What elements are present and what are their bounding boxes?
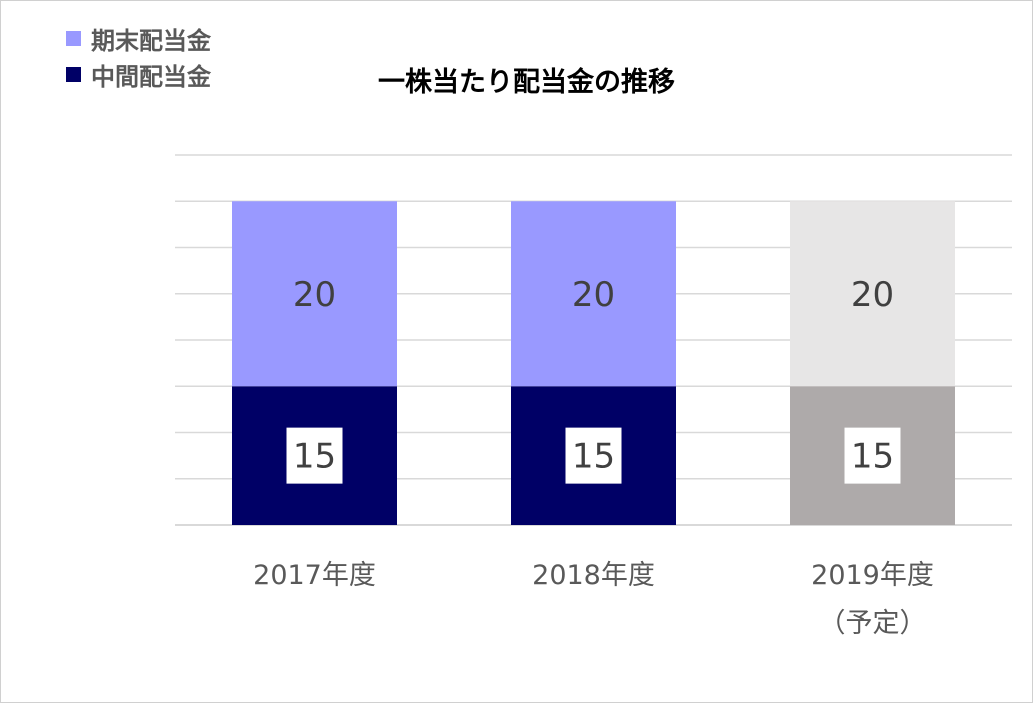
x-tick-label: 2017年度	[205, 552, 425, 600]
bar-year-end-0	[232, 201, 397, 387]
data-label-interim-2: 15	[851, 437, 894, 477]
legend-label-year-end: 期末配当金	[91, 26, 211, 55]
data-label-year-end-2: 20	[851, 275, 894, 315]
x-tick-label: 2018年度	[484, 552, 704, 600]
data-label-interim-0: 15	[293, 437, 336, 477]
x-tick-label-line: 2017年度	[253, 560, 376, 591]
legend-item-year-end-dividend: 期末配当金	[66, 20, 211, 56]
legend-swatch-year-end	[66, 30, 81, 46]
legend-item-interim-dividend: 中間配当金	[66, 56, 211, 92]
data-label-background	[844, 427, 901, 484]
x-tick-label-line: 2018年度	[532, 560, 655, 591]
x-tick-label: 2019年度 （予定）	[763, 552, 983, 648]
legend-swatch-interim	[66, 66, 81, 82]
legend-label-interim: 中間配当金	[91, 62, 211, 91]
bar-year-end-1	[511, 201, 676, 387]
data-label-background	[565, 427, 622, 484]
data-label-background	[286, 427, 343, 484]
x-tick-label-line: （予定）	[818, 608, 927, 639]
data-label-interim-1: 15	[572, 437, 615, 477]
chart-title: 一株当たり配当金の推移	[378, 67, 675, 98]
legend: 期末配当金 中間配当金	[66, 20, 211, 92]
bar-year-end-2	[790, 201, 955, 387]
data-label-year-end-0: 20	[293, 275, 336, 315]
x-tick-label-line: 2019年度	[811, 560, 934, 591]
data-label-year-end-1: 20	[572, 275, 615, 315]
